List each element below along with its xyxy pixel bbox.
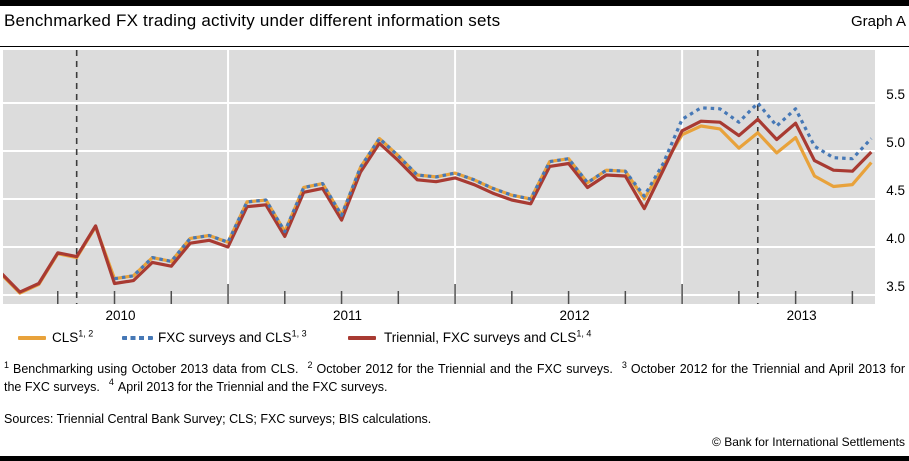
y-axis-tick-label: 5.5	[886, 87, 905, 102]
x-axis-year-label: 2012	[559, 308, 590, 323]
sources-line: Sources: Triennial Central Bank Survey; …	[4, 412, 432, 426]
footnote-marker: 3	[621, 359, 627, 370]
graph-id-label: Graph A	[850, 13, 906, 30]
chart-plot-area	[3, 50, 875, 304]
footnote-3: 3 October 2012 for the Triennial and Apri…	[4, 359, 905, 394]
copyright-line: © Bank for International Settlements	[712, 435, 905, 449]
chart-legend: CLS1, 2 FXC surveys and CLS1, 3 Triennial,…	[0, 329, 909, 347]
y-axis-tick-label: 5.0	[886, 135, 905, 150]
page-title: Benchmarked FX trading activity under di…	[4, 11, 501, 30]
chart-canvas	[3, 50, 875, 304]
legend-swatch-cls	[18, 336, 46, 340]
title-divider	[0, 46, 909, 47]
legend-superscript: 1, 3	[291, 328, 307, 339]
footnote-1: 1 Benchmarking using October 2013 data fr…	[4, 359, 299, 376]
y-axis-tick-label: 4.0	[886, 231, 905, 246]
series-line-triennial	[3, 117, 873, 294]
footnote-marker: 2	[307, 359, 313, 370]
x-axis-year-label: 2013	[786, 308, 817, 323]
footnotes: 1 Benchmarking using October 2013 data fr…	[4, 359, 905, 396]
footnote-marker: 1	[4, 359, 10, 370]
legend-superscript: 1, 4	[576, 328, 592, 339]
x-axis-year-label: 2011	[333, 308, 363, 323]
legend-superscript: 1, 2	[78, 328, 94, 339]
legend-label-fxc_cls: FXC surveys and CLS1, 3	[158, 328, 307, 345]
y-axis-tick-label: 4.5	[886, 183, 905, 198]
footnote-marker: 4	[108, 377, 114, 388]
bottom-rule	[0, 456, 909, 461]
y-axis-tick-label: 3.5	[886, 279, 905, 294]
footnote-2: 2 October 2012 for the Triennial and the …	[307, 359, 613, 376]
legend-swatch-fxc_cls	[122, 336, 153, 340]
legend-label-cls: CLS1, 2	[52, 328, 94, 345]
top-rule	[0, 0, 909, 6]
series-line-fxc_cls	[114, 101, 873, 281]
footnote-4: 4 April 2013 for the Triennial and the FX…	[108, 377, 388, 394]
x-axis-year-label: 2010	[105, 308, 136, 323]
legend-swatch-triennial	[348, 336, 376, 340]
legend-label-triennial: Triennial, FXC surveys and CLS1, 4	[384, 328, 592, 345]
